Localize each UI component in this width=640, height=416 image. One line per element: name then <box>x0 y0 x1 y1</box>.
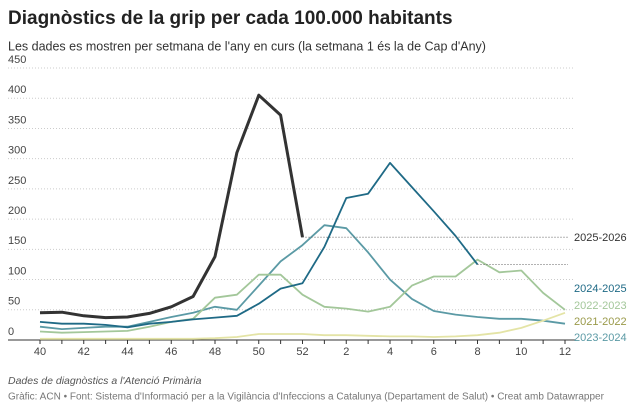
series-label: 2024-2025 <box>574 283 627 295</box>
series-label: 2023-2024 <box>574 332 627 344</box>
series-line <box>39 162 479 329</box>
note: Dades de diagnòstics a l'Atenció Primàri… <box>8 375 202 387</box>
x-tick-label: 8 <box>474 346 480 358</box>
series-line <box>39 258 566 334</box>
x-tick-label: 42 <box>78 346 90 358</box>
y-tick-label: 0 <box>8 326 14 338</box>
y-tick-label: 50 <box>8 296 20 308</box>
x-tick-label: 12 <box>559 346 571 358</box>
source: Gràfic: ACN • Font: Sistema d'Informació… <box>8 392 605 403</box>
series-line <box>39 93 304 320</box>
series-line <box>40 311 566 340</box>
x-tick-label: 46 <box>165 346 177 358</box>
y-tick-label: 100 <box>8 265 26 277</box>
chart-title: Diagnòstics de la grip per cada 100.000 … <box>8 8 453 29</box>
y-tick-label: 250 <box>8 175 26 187</box>
x-tick-label: 40 <box>34 346 46 358</box>
y-tick-label: 200 <box>8 205 26 217</box>
series-label: 2021-2022 <box>574 316 627 328</box>
series-label: 2025-2026 <box>574 232 627 244</box>
x-tick-label: 50 <box>253 346 265 358</box>
x-tick-label: 52 <box>296 346 308 358</box>
series-label: 2022-2023 <box>574 300 627 312</box>
series-line <box>39 224 566 330</box>
y-tick-label: 150 <box>8 235 26 247</box>
x-tick-label: 4 <box>387 346 393 358</box>
x-tick-label: 6 <box>431 346 437 358</box>
y-tick-label: 300 <box>8 145 26 157</box>
x-tick-label: 10 <box>515 346 527 358</box>
x-tick-label: 48 <box>209 346 221 358</box>
y-tick-label: 450 <box>8 54 26 66</box>
y-tick-label: 400 <box>8 84 26 96</box>
y-tick-label: 350 <box>8 114 26 126</box>
x-tick-label: 44 <box>121 346 133 358</box>
x-tick-label: 2 <box>343 346 349 358</box>
chart-subtitle: Les dades es mostren per setmana de l'an… <box>8 39 486 53</box>
